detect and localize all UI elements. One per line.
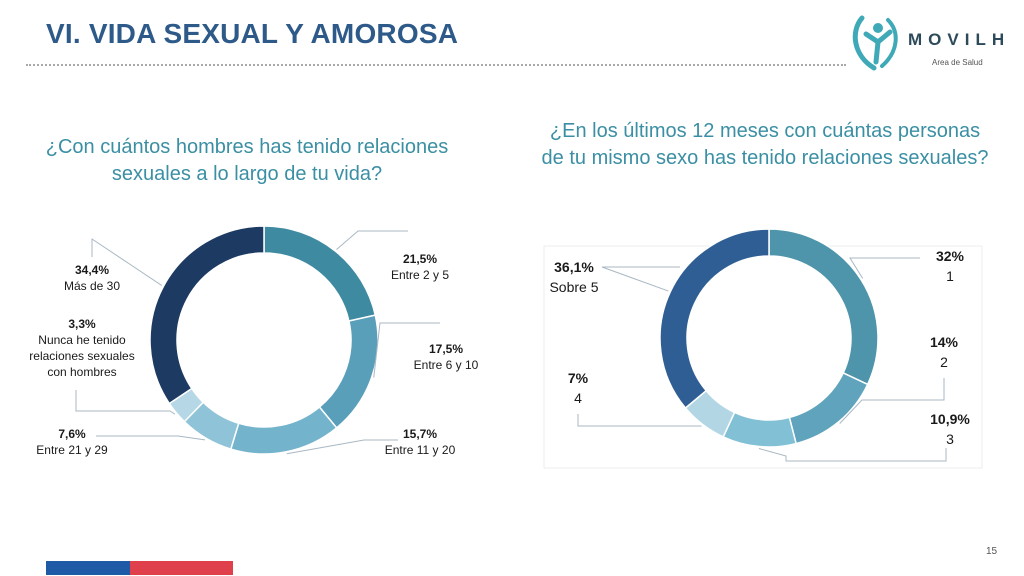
chart1-leader-0: [336, 230, 408, 250]
page-title: VI. VIDA SEXUAL Y AMOROSA: [46, 18, 459, 49]
chart1-value-label-0: 21,5%: [403, 252, 437, 266]
chart1-value-label-3: 7,6%: [58, 427, 86, 441]
chart2-value-label-0: 32%: [936, 248, 965, 264]
chart1-slice-1: [318, 314, 379, 429]
chart2-value-label-3: 7%: [568, 370, 589, 386]
chart1-category-label-1-0: Entre 6 y 10: [414, 358, 479, 372]
chart1-slice-5: [149, 225, 265, 405]
chart2-leader-1: [839, 378, 945, 424]
chart1-slice-0: [263, 225, 377, 322]
chart1-category-label-4-0: Nunca he tenido: [38, 333, 126, 347]
chart1-value-label-5: 34,4%: [75, 263, 109, 277]
page-number: 15: [986, 546, 998, 557]
chart1-leader-5: [91, 238, 162, 286]
chart2-leader-4: [601, 266, 680, 292]
chart2-donut: 32% 1 14% 2 10,9% 3 7% 4 36,1% Sobre 5: [549, 228, 970, 462]
chart2-leader-3: [577, 414, 702, 427]
chart1-slice-2: [229, 405, 338, 455]
chart2-value-label-4: 36,1%: [554, 259, 594, 275]
chart1-category-label-4-1: relaciones sexuales: [29, 349, 134, 363]
chart2-value-label-1: 14%: [930, 334, 959, 350]
movilh-logo: MOVILH Area de Salud: [846, 10, 1016, 74]
chart1-question: ¿Con cuántos hombres has tenido relacion…: [45, 136, 449, 185]
logo-subtitle: Area de Salud: [932, 58, 983, 67]
chart1-leader-2: [286, 439, 398, 455]
footer-red-bar: [130, 561, 233, 575]
logo-wordmark: MOVILH: [908, 30, 1011, 49]
chart2-category-label-1-0: 2: [940, 354, 948, 370]
chart1-value-label-2: 15,7%: [403, 427, 437, 441]
footer-blue-bar: [46, 561, 130, 575]
chart1-category-label-0-0: Entre 2 y 5: [391, 268, 449, 282]
chart1-leader-3: [96, 435, 206, 441]
chart1-donut: 21,5% Entre 2 y 5 17,5% Entre 6 y 10 15,7% En…: [29, 225, 479, 457]
chart1-value-label-1: 17,5%: [429, 342, 463, 356]
chart1-category-label-4-2: con hombres: [47, 365, 116, 379]
movilh-logo-icon: [852, 15, 898, 71]
chart2-leader-2: [758, 448, 947, 462]
chart1-value-label-4: 3,3%: [68, 317, 96, 331]
chart2-category-label-0-0: 1: [946, 268, 954, 284]
chart1-category-label-5-0: Más de 30: [64, 279, 120, 293]
chart1-leader-4: [75, 390, 176, 415]
chart2-slice-4: [659, 228, 770, 410]
chart2-category-label-4-0: Sobre 5: [549, 279, 598, 295]
chart2-question: ¿En los últimos 12 meses con cuántas per…: [541, 120, 989, 169]
chart2-leader-0: [849, 257, 920, 279]
chart2-category-label-2-0: 3: [946, 431, 954, 447]
chart2-category-label-3-0: 4: [574, 390, 582, 406]
chart1-category-label-3-0: Entre 21 y 29: [36, 443, 108, 457]
chart1-category-label-2-0: Entre 11 y 20: [385, 443, 456, 457]
chart1-leader-1: [373, 322, 440, 378]
title-divider: [26, 64, 846, 66]
chart2-value-label-2: 10,9%: [930, 411, 970, 427]
